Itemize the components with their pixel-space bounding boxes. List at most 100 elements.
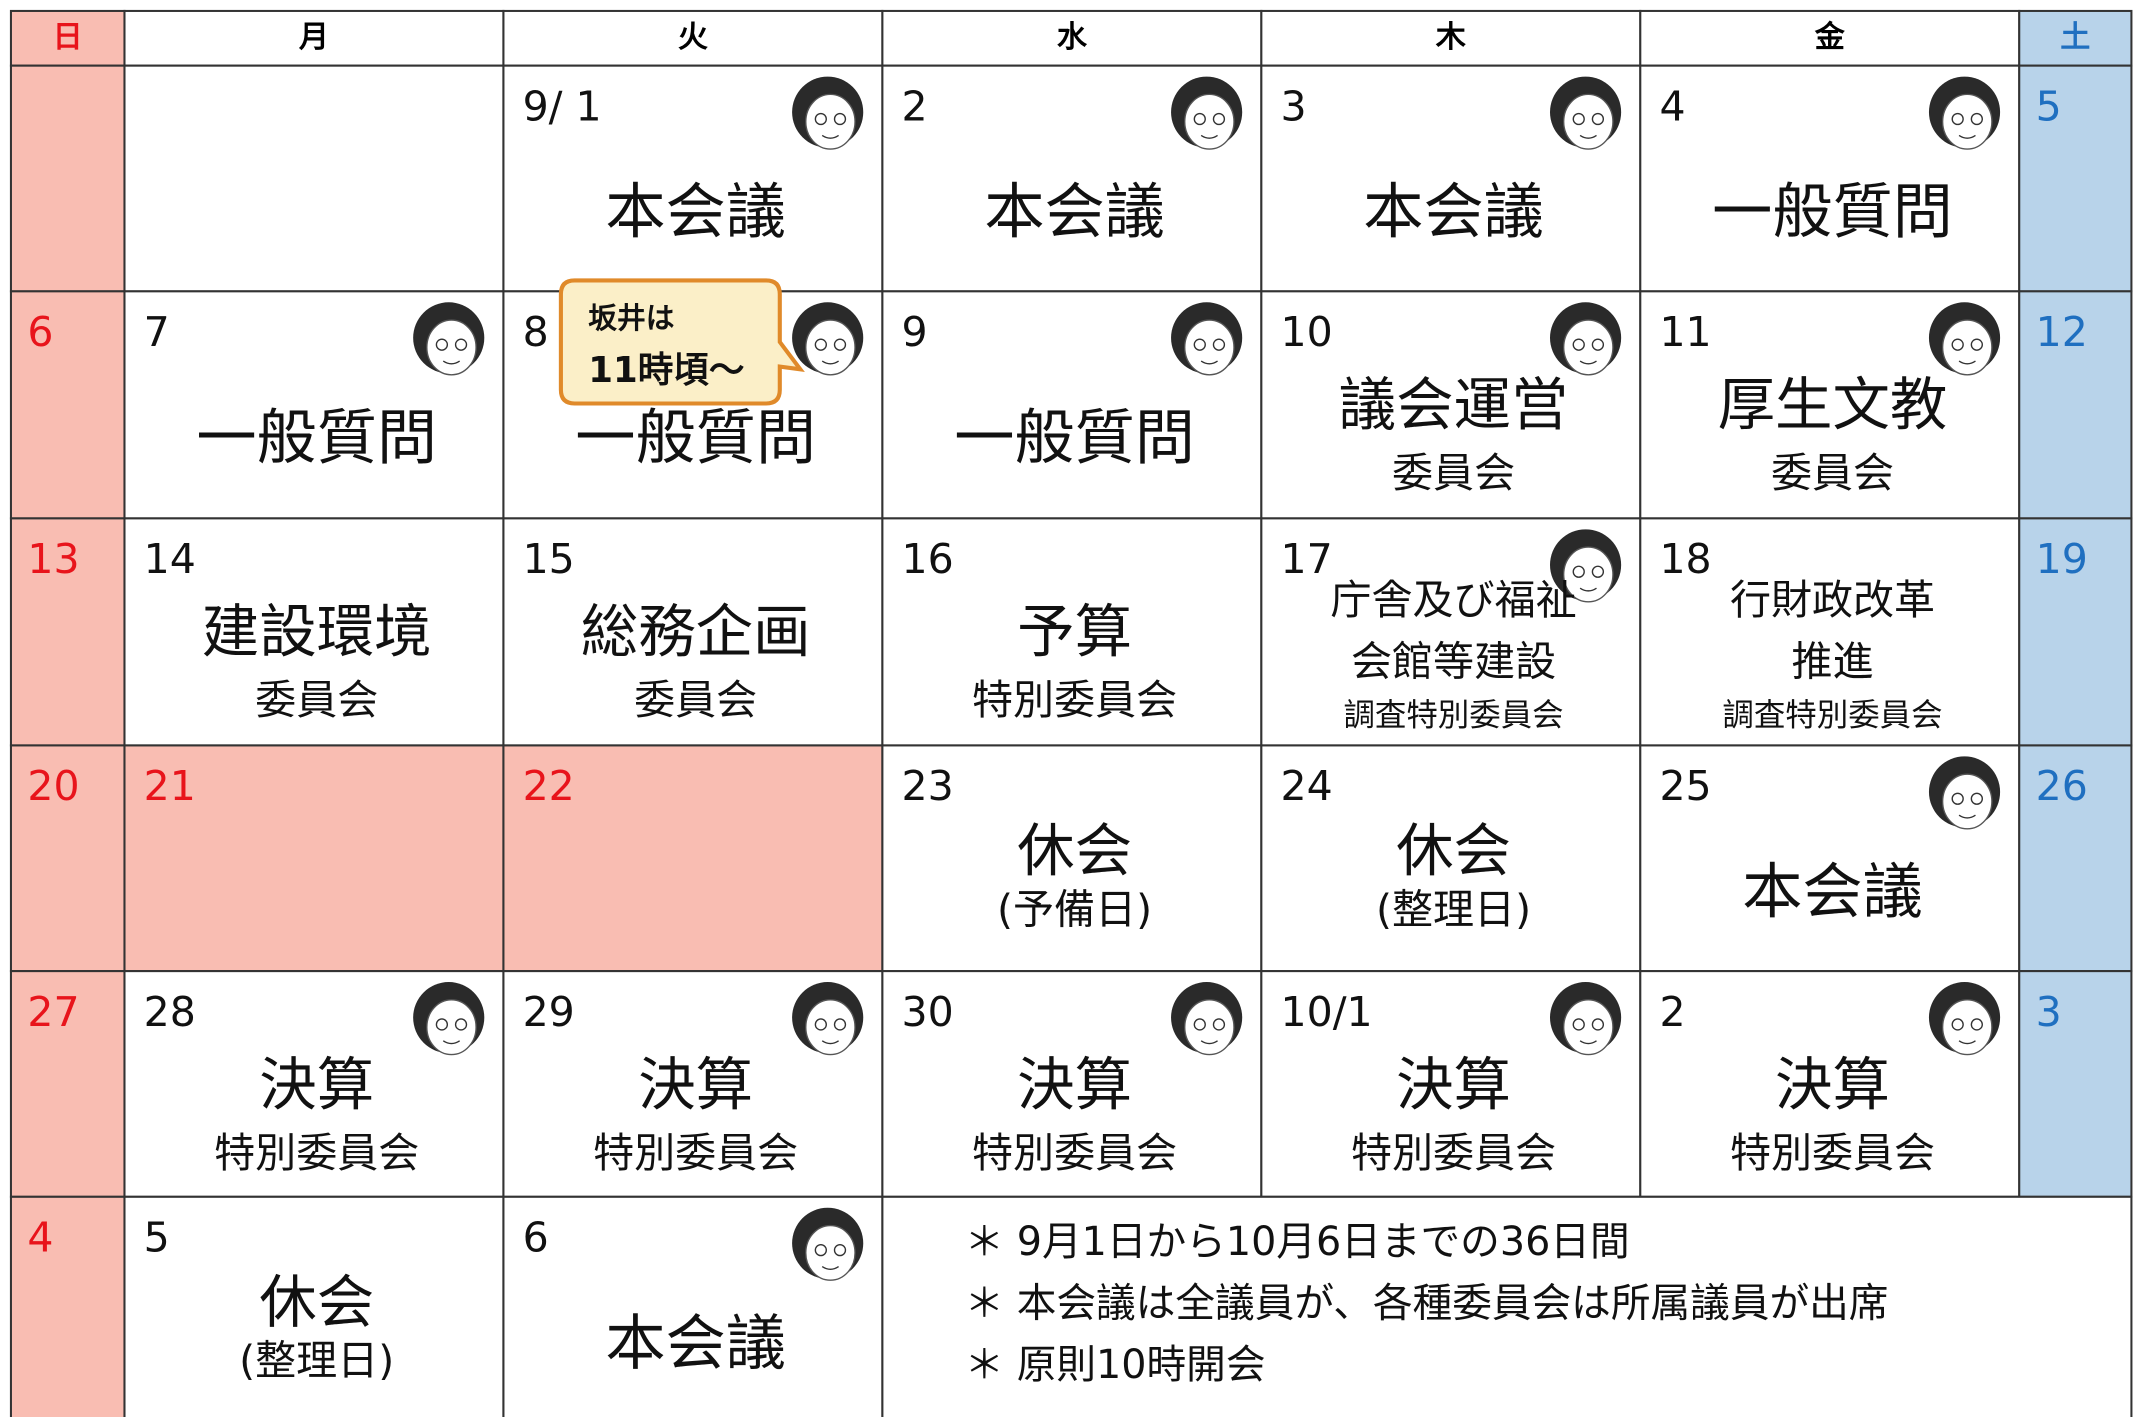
mouth: [1200, 360, 1218, 365]
event-title: 建設環境: [202, 599, 432, 666]
eye: [1572, 565, 1585, 578]
eye: [1591, 112, 1605, 126]
face-icon: [1171, 982, 1243, 1056]
face: [1562, 546, 1614, 603]
event-subtitle: 特別委員会: [1351, 1129, 1556, 1177]
eye: [435, 1018, 449, 1031]
day-cell: [2018, 290, 2133, 520]
date: 4: [1659, 82, 1685, 130]
day-cell: [1260, 517, 1642, 747]
note: ＊ 9月1日から10月6日までの36日間: [964, 1219, 1629, 1265]
event-subtitle: 特別委員会: [972, 676, 1177, 724]
eye: [1951, 1018, 1964, 1031]
date: 22: [523, 762, 575, 810]
date: 2: [1659, 988, 1685, 1036]
face: [1941, 999, 1993, 1056]
face: [1941, 773, 1993, 830]
event-title: 行財政改革: [1730, 576, 1935, 624]
date: 5: [144, 1214, 170, 1262]
face-icon: [1550, 76, 1622, 150]
day-cell: [123, 1195, 505, 1417]
event-title: 議会運営: [1339, 372, 1569, 439]
mouth: [1958, 1040, 1976, 1045]
date: 21: [144, 762, 196, 810]
face-icon: [792, 982, 864, 1056]
date: 15: [523, 535, 575, 583]
face: [1941, 319, 1993, 376]
date: 13: [27, 535, 79, 583]
eye: [833, 1018, 847, 1031]
eye: [1591, 565, 1605, 578]
date: 10/1: [1280, 988, 1372, 1036]
eye: [1193, 112, 1206, 126]
date: 3: [1280, 82, 1306, 130]
event-title: 本会議: [605, 1309, 786, 1379]
mouth: [442, 1040, 461, 1045]
date: 14: [144, 535, 196, 583]
date: 19: [2036, 535, 2088, 583]
date: 4: [27, 1214, 53, 1262]
day-cell: [9, 1195, 126, 1417]
date: 12: [2036, 308, 2088, 356]
face-icon: [792, 302, 864, 376]
date: 2: [902, 82, 928, 130]
date: 20: [27, 762, 79, 810]
event-subtitle: 委員会: [634, 676, 757, 724]
face: [1184, 319, 1235, 376]
callout-text: 11時頃～: [588, 350, 744, 391]
event-title: 厚生文教: [1718, 372, 1948, 439]
eye: [1970, 792, 1983, 805]
header-cell: [1639, 9, 2021, 67]
date: 9: [902, 308, 928, 356]
mouth: [442, 360, 461, 365]
note: ＊ 原則10時開会: [964, 1342, 1265, 1388]
event-title: 休会: [1017, 817, 1132, 884]
eye: [1591, 338, 1605, 351]
event-subtitle: 委員会: [1771, 449, 1894, 497]
face-icon: [792, 1207, 864, 1281]
event-subtitle: 調査特別委員会: [1343, 698, 1563, 734]
event-title: 休会: [259, 1269, 374, 1336]
day-cell: [1639, 517, 2021, 747]
mouth: [1958, 814, 1976, 819]
mouth: [1579, 587, 1597, 592]
face: [1562, 319, 1614, 376]
date: 23: [902, 762, 954, 810]
day-cell: [9, 970, 126, 1198]
weekday: 火: [678, 20, 708, 55]
face: [426, 319, 477, 376]
event-title: 総務企画: [581, 599, 811, 666]
event-title: 休会: [1396, 817, 1511, 884]
date: 24: [1280, 762, 1332, 810]
date: 3: [2036, 988, 2062, 1036]
day-cell: [2018, 744, 2133, 973]
eye: [833, 112, 847, 126]
mouth: [1200, 134, 1218, 139]
header-cell: [123, 9, 505, 67]
eye: [1591, 1018, 1605, 1031]
date: 11: [1659, 308, 1711, 356]
face: [805, 319, 856, 376]
face-icon: [1928, 302, 2001, 376]
mouth: [821, 134, 839, 139]
date: 7: [144, 308, 170, 356]
note: ＊ 本会議は全議員が、各種委員会は所属議員が出席: [964, 1281, 1888, 1327]
eye: [1212, 338, 1226, 351]
day-cell: [123, 517, 505, 747]
mouth: [1200, 1040, 1218, 1045]
face: [426, 999, 477, 1056]
day-cell: [9, 290, 126, 520]
weekday: 土: [2060, 20, 2090, 55]
mouth: [1579, 1040, 1597, 1045]
face-icon: [1550, 529, 1622, 603]
eye: [1970, 1018, 1983, 1031]
day-cell: [502, 517, 884, 747]
notes-cell: [881, 1195, 2133, 1417]
eye: [454, 338, 468, 351]
mouth: [1958, 360, 1976, 365]
mouth: [821, 1265, 839, 1270]
event-title: 決算: [259, 1051, 374, 1118]
date: 18: [1659, 535, 1711, 583]
event-title: 一般質問: [954, 403, 1195, 473]
event-title: 決算: [1396, 1051, 1511, 1118]
